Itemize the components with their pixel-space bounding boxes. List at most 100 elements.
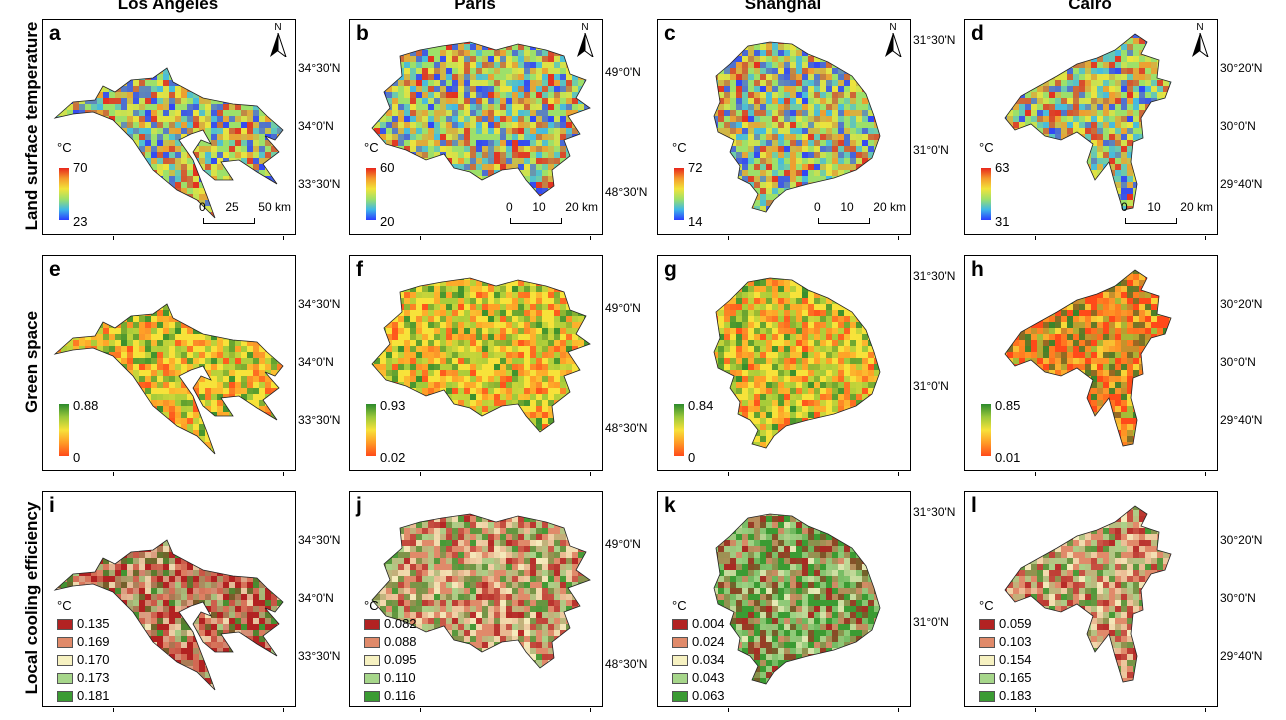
colorbar-min: 20 (380, 214, 395, 229)
latitude-label: 48°30'N (605, 657, 648, 671)
axis-tick (420, 708, 421, 712)
axis-tick (590, 236, 591, 240)
legend-swatch (57, 619, 73, 631)
latitude-label: 34°0'N (298, 355, 334, 369)
latitude-label: 48°30'N (605, 421, 648, 435)
city-map-f (371, 277, 591, 433)
map-panel-c: c °C 72 14 0 10 20 km N (657, 19, 911, 240)
row-title-lce: Local cooling efficiency (22, 501, 41, 695)
colorbar-max: 0.88 (73, 398, 99, 413)
scale-label-2: 20 km (1180, 200, 1213, 214)
legend-swatch (979, 637, 995, 649)
latitude-label: 30°20'N (1220, 533, 1263, 547)
legend-swatch (364, 637, 380, 649)
latitude-label: 34°30'N (298, 61, 341, 75)
axis-tick (283, 472, 284, 476)
city-title-los-angeles: Los Angeles (117, 0, 219, 13)
axis-tick (420, 236, 421, 240)
map-panel-g: g 0.84 0 (657, 255, 911, 476)
city-map-d (1004, 33, 1172, 211)
scale-label-1: 10 (1147, 200, 1161, 214)
axis-tick (113, 708, 114, 712)
colorbar-max: 0.93 (380, 398, 406, 413)
axis-tick (1035, 708, 1036, 712)
scale-bar: 0 10 20 km (506, 200, 602, 224)
legend-item: 0.181 (57, 688, 110, 703)
legend-swatch (364, 655, 380, 667)
latitude-label: 49°0'N (605, 301, 641, 315)
legend-label: 0.063 (692, 688, 725, 703)
legend-item: 0.082 (364, 616, 417, 631)
legend-item: 0.116 (364, 688, 416, 703)
legend-swatch (979, 619, 995, 631)
axis-tick (1205, 236, 1206, 240)
latitude-label: 33°30'N (298, 413, 341, 427)
legend-label: 0.004 (692, 616, 725, 631)
latitude-label: 30°20'N (1220, 297, 1263, 311)
colorbar (981, 404, 991, 456)
legend-swatch (364, 691, 380, 703)
legend-swatch (979, 655, 995, 667)
legend-swatch (57, 655, 73, 667)
map-panel-f: f 0.93 0.02 (349, 255, 603, 476)
scale-label-0: 0 (199, 200, 206, 214)
legend-item: 0.043 (672, 670, 725, 685)
legend-unit: °C (364, 598, 379, 613)
legend-label: 0.181 (77, 688, 110, 703)
colorbar-max: 0.84 (688, 398, 714, 413)
latitude-label: 31°30'N (913, 33, 956, 47)
panel-letter: j (356, 494, 362, 517)
legend-swatch (672, 655, 688, 667)
legend-label: 0.135 (77, 616, 110, 631)
axis-tick (283, 708, 284, 712)
scale-label-2: 20 km (873, 200, 906, 214)
north-arrow-icon: N (574, 22, 596, 59)
legend-item: 0.165 (979, 670, 1032, 685)
axis-tick (898, 708, 899, 712)
legend-label: 0.059 (999, 616, 1032, 631)
city-map-a (53, 67, 284, 219)
scale-bar: 0 10 20 km (1121, 200, 1217, 224)
map-panel-k: k °C 0.004 0.024 0.034 0.043 0.063 (657, 491, 911, 712)
axis-tick (113, 236, 114, 240)
panel-letter: f (356, 258, 363, 281)
legend-item: 0.154 (979, 652, 1032, 667)
axis-tick (590, 472, 591, 476)
latitude-label: 34°0'N (298, 119, 334, 133)
panel-letter: c (664, 22, 676, 45)
north-label: N (274, 22, 282, 33)
latitude-label: 31°0'N (913, 615, 949, 629)
legend-label: 0.169 (77, 634, 110, 649)
latitude-label: 33°30'N (298, 649, 341, 663)
legend-swatch (672, 637, 688, 649)
axis-tick (283, 236, 284, 240)
city-title-shanghai: Shanghai (744, 0, 822, 13)
axis-tick (898, 472, 899, 476)
north-arrow-icon: N (882, 22, 904, 59)
legend-swatch (57, 637, 73, 649)
legend-item: 0.103 (979, 634, 1032, 649)
colorbar (59, 404, 69, 456)
legend-label: 0.095 (384, 652, 417, 667)
colorbar (59, 168, 69, 220)
north-arrow-icon: N (267, 22, 289, 59)
city-map-h (1004, 269, 1172, 447)
legend-label: 0.170 (77, 652, 110, 667)
city-map-e (53, 303, 284, 455)
colorbar-max: 70 (73, 160, 88, 175)
latitude-label: 48°30'N (605, 185, 648, 199)
scale-label-1: 25 (225, 200, 239, 214)
legend-item: 0.095 (364, 652, 417, 667)
latitude-label: 29°40'N (1220, 649, 1263, 663)
legend-swatch (57, 673, 73, 685)
latitude-label: 30°0'N (1220, 355, 1256, 369)
city-map-g (713, 277, 881, 449)
latitude-label: 31°0'N (913, 143, 949, 157)
latitude-label: 34°30'N (298, 297, 341, 311)
axis-tick (898, 236, 899, 240)
colorbar (981, 168, 991, 220)
legend-unit: °C (672, 598, 687, 613)
legend-item: 0.110 (364, 670, 416, 685)
legend-item: 0.173 (57, 670, 110, 685)
axis-tick (1035, 472, 1036, 476)
